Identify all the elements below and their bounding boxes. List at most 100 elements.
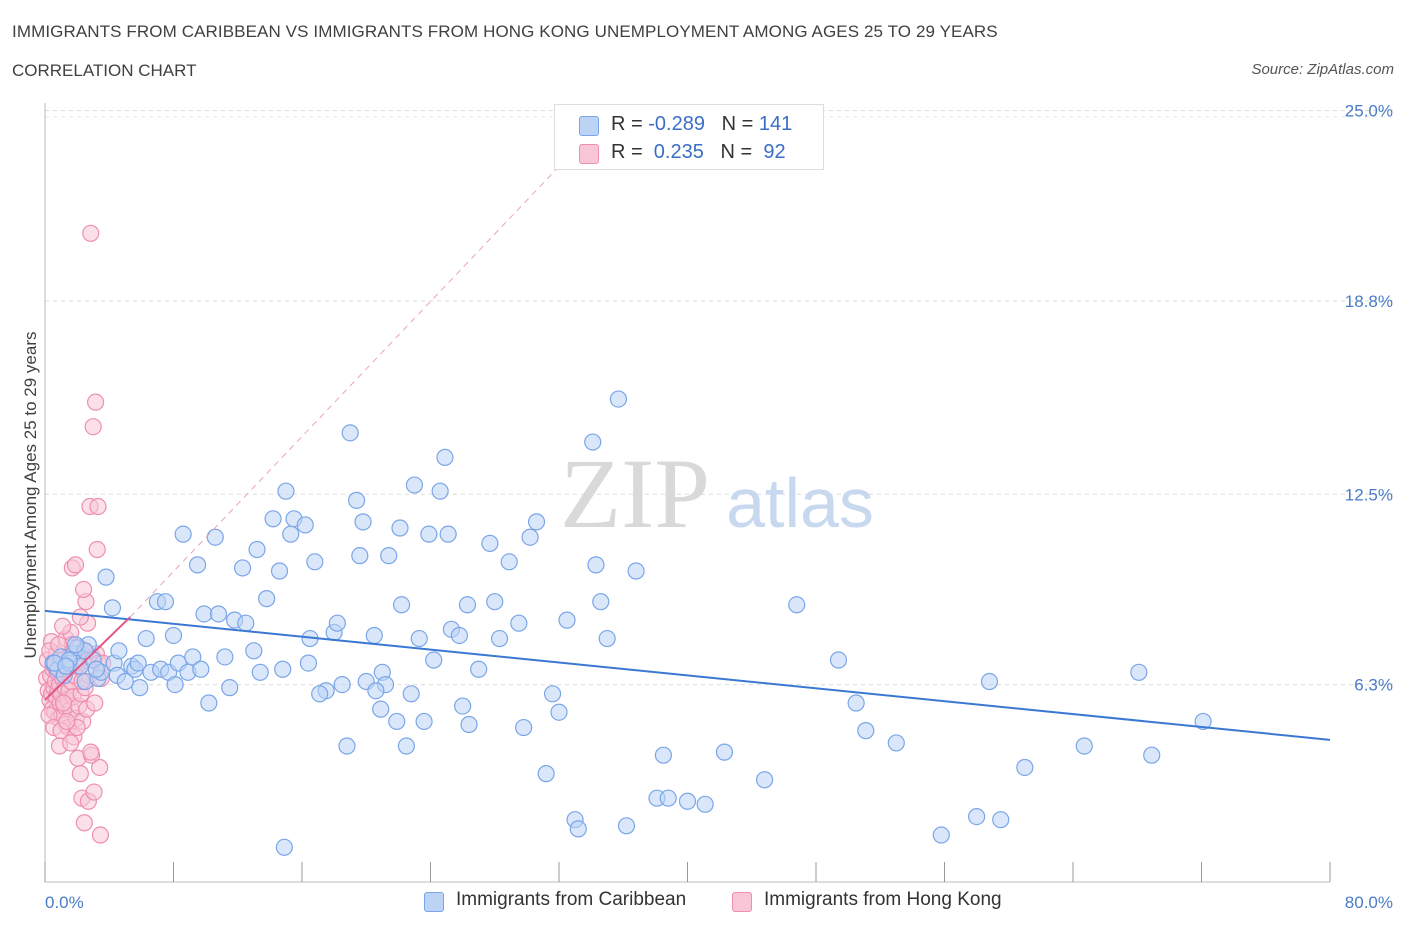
caribbean-point xyxy=(527,513,546,531)
caribbean-point xyxy=(57,657,75,675)
caribbean-point xyxy=(558,611,576,629)
chart-title: IMMIGRANTS FROM CARIBBEAN VS IMMIGRANTS … xyxy=(12,22,998,41)
caribbean-point xyxy=(847,694,865,712)
hongkong-points xyxy=(38,224,112,844)
caribbean-point xyxy=(431,482,449,500)
caribbean-point xyxy=(980,672,999,691)
hongkong-point xyxy=(82,743,100,761)
caribbean-point xyxy=(587,556,605,574)
grid-lines xyxy=(45,110,1395,686)
caribbean-point xyxy=(425,651,443,669)
bottom-legend-label: Immigrants from Caribbean xyxy=(456,889,687,910)
caribbean-point xyxy=(402,685,420,703)
caribbean-point xyxy=(206,528,224,546)
hongkong-point xyxy=(91,758,109,777)
caribbean-point xyxy=(609,390,628,408)
hongkong-point xyxy=(82,224,100,242)
caribbean-point xyxy=(277,482,295,500)
caribbean-point xyxy=(233,559,252,577)
watermark-zip: ZIP xyxy=(560,438,710,549)
bottom-legend-swatch-caribbean xyxy=(424,892,444,912)
caribbean-point xyxy=(490,629,509,648)
caribbean-point xyxy=(156,593,175,611)
x-tick-label-start: 0.0% xyxy=(45,893,84,912)
caribbean-point xyxy=(543,685,562,703)
caribbean-point xyxy=(392,596,411,614)
caribbean-point xyxy=(341,424,359,442)
caribbean-point xyxy=(200,694,218,712)
caribbean-point xyxy=(166,675,184,694)
caribbean-point xyxy=(1130,663,1148,681)
tick-labels: 6.3% 12.5% 18.8% 25.0% 0.0% 80.0% xyxy=(45,102,1393,913)
caribbean-point xyxy=(617,817,636,835)
caribbean-point xyxy=(306,553,324,571)
caribbean-point xyxy=(537,765,555,783)
caribbean-point xyxy=(584,433,602,451)
legend-swatch-hongkong xyxy=(579,144,599,164)
legend-row-caribbean: R = -0.289 N = 141 xyxy=(579,113,792,139)
caribbean-point xyxy=(486,593,504,611)
caribbean-trend-line xyxy=(44,609,1331,741)
caribbean-point xyxy=(296,516,314,534)
caribbean-point xyxy=(129,654,147,672)
caribbean-point xyxy=(365,626,383,645)
caribbean-point xyxy=(237,614,255,632)
legend-n-label: N = xyxy=(720,141,758,163)
caribbean-point xyxy=(788,596,806,614)
hongkong-point xyxy=(54,617,72,635)
caribbean-point xyxy=(454,697,472,715)
caribbean-point xyxy=(1016,758,1034,777)
caribbean-point xyxy=(678,792,697,810)
caribbean-point xyxy=(391,519,409,537)
caribbean-point xyxy=(338,737,356,755)
y-tick-label: 12.5% xyxy=(1345,485,1393,504)
caribbean-point xyxy=(592,593,610,611)
legend-r-label: R = xyxy=(611,141,649,163)
hongkong-point xyxy=(74,580,93,599)
hongkong-point xyxy=(86,393,105,411)
caribbean-point xyxy=(221,679,239,697)
caribbean-point xyxy=(887,734,905,752)
y-axis-label: Unemployment Among Ages 25 to 29 years xyxy=(21,332,40,659)
legend-n-value: 92 xyxy=(757,141,786,163)
caribbean-point xyxy=(405,476,424,494)
caribbean-point xyxy=(439,525,457,543)
hongkong-extended-trend xyxy=(129,140,584,618)
caribbean-point xyxy=(380,547,398,565)
hongkong-point xyxy=(84,418,102,436)
caribbean-point xyxy=(110,642,128,660)
caribbean-point xyxy=(857,722,875,740)
legend-r-value: -0.289 xyxy=(648,113,705,135)
hongkong-point xyxy=(58,712,76,731)
caribbean-point xyxy=(195,605,213,623)
hongkong-point xyxy=(71,608,89,626)
caribbean-points xyxy=(44,390,1212,856)
caribbean-point xyxy=(829,651,848,669)
caribbean-point xyxy=(131,679,149,697)
caribbean-point xyxy=(458,596,477,614)
caribbean-point xyxy=(311,685,329,703)
caribbean-point xyxy=(282,525,300,543)
caribbean-point xyxy=(367,682,385,700)
legend-row-hongkong: R = 0.235 N = 92 xyxy=(579,141,786,167)
caribbean-point xyxy=(258,590,276,608)
caribbean-point xyxy=(192,660,210,678)
caribbean-point xyxy=(1194,712,1212,731)
hongkong-point xyxy=(89,497,107,516)
bottom-legend-swatch-hongkong xyxy=(732,892,752,912)
caribbean-point xyxy=(299,654,318,672)
caribbean-point xyxy=(654,746,673,764)
caribbean-point xyxy=(659,789,677,807)
y-tick-label: 18.8% xyxy=(1345,292,1393,311)
caribbean-point xyxy=(460,715,478,734)
caribbean-point xyxy=(348,491,366,509)
caribbean-point xyxy=(137,629,155,648)
caribbean-point xyxy=(1075,737,1093,755)
caribbean-point xyxy=(354,513,372,531)
caribbean-point xyxy=(968,807,986,826)
caribbean-point xyxy=(515,718,533,737)
caribbean-point xyxy=(992,811,1010,829)
bottom-legend-label: Immigrants from Hong Kong xyxy=(764,889,1002,910)
caribbean-point xyxy=(521,528,539,546)
